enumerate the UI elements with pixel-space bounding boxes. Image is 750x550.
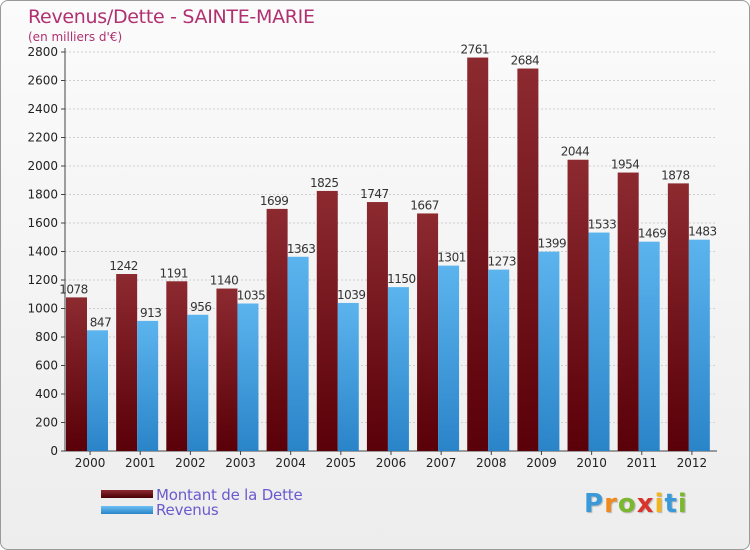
value-label-dette: 1140 [210, 274, 239, 288]
bar-revenus [588, 232, 610, 451]
bar-dette [417, 213, 439, 451]
value-label-revenus: 1363 [287, 242, 316, 256]
bar-revenus [387, 287, 409, 451]
value-label-dette: 2684 [511, 54, 540, 68]
bar-dette [166, 281, 188, 451]
value-label-revenus: 1301 [437, 251, 466, 265]
bar-dette [667, 183, 689, 451]
value-label-revenus: 1469 [638, 227, 667, 241]
x-tick-label: 2009 [526, 456, 557, 470]
y-tick-label: 2800 [27, 45, 58, 59]
bar-dette [517, 68, 539, 451]
y-tick-label: 1800 [27, 188, 58, 202]
value-label-dette: 1191 [160, 266, 189, 280]
proxiti-logo: Proxiti [584, 489, 688, 519]
bar-revenus [337, 302, 359, 451]
y-tick-label: 1600 [27, 216, 58, 230]
value-label-revenus: 1150 [387, 272, 416, 286]
value-label-dette: 1825 [310, 176, 339, 190]
logo-letter: o [617, 489, 637, 519]
bar-revenus [187, 314, 209, 451]
bar-dette [366, 202, 388, 451]
y-tick-label: 400 [35, 387, 58, 401]
value-label-revenus: 956 [190, 300, 211, 314]
bar-revenus [538, 251, 560, 451]
bar-dette [216, 288, 238, 451]
value-label-revenus: 1533 [588, 218, 617, 232]
x-tick-label: 2011 [626, 456, 657, 470]
bar-dette [467, 57, 489, 452]
chart-title: Revenus/Dette - SAINTE-MARIE [28, 6, 315, 28]
logo-letter: x [636, 489, 655, 519]
y-tick-label: 600 [35, 359, 58, 373]
bar-dette [66, 297, 87, 451]
x-tick-label: 2001 [125, 456, 156, 470]
x-tick-label: 2004 [275, 456, 306, 470]
x-tick-label: 2007 [426, 456, 457, 470]
value-label-dette: 1667 [410, 198, 439, 212]
logo-letter: P [584, 489, 605, 519]
value-label-dette: 1078 [59, 282, 88, 296]
bar-dette [316, 190, 338, 451]
value-label-dette: 1699 [260, 194, 289, 208]
value-label-revenus: 1039 [337, 288, 366, 302]
bar-revenus [638, 241, 660, 451]
bar-dette [116, 274, 138, 451]
x-tick-label: 2006 [376, 456, 407, 470]
value-label-dette: 1747 [360, 187, 389, 201]
chart-subtitle: (en milliers d'€) [28, 30, 123, 44]
bar-revenus [438, 265, 460, 451]
value-label-revenus: 1273 [487, 255, 516, 269]
bar-revenus [688, 239, 710, 451]
y-tick-label: 200 [35, 416, 58, 430]
value-label-revenus: 847 [90, 315, 111, 329]
x-tick-label: 2005 [326, 456, 357, 470]
value-label-revenus: 1399 [538, 237, 567, 251]
bar-dette [567, 159, 589, 452]
x-tick-label: 2000 [75, 456, 106, 470]
value-label-revenus: 1035 [237, 289, 266, 303]
legend-label-revenus: Revenus [156, 501, 219, 519]
y-tick-label: 800 [35, 330, 58, 344]
bar-revenus [287, 256, 309, 451]
y-tick-label: 2000 [27, 159, 58, 173]
x-tick-label: 2010 [576, 456, 607, 470]
value-label-dette: 1242 [109, 259, 138, 273]
logo-letter: i [677, 489, 688, 519]
y-tick-label: 0 [50, 444, 58, 458]
logo-letter: t [664, 489, 678, 519]
x-tick-label: 2002 [175, 456, 206, 470]
y-tick-label: 1400 [27, 245, 58, 259]
y-tick-label: 2400 [27, 102, 58, 116]
bars [66, 57, 710, 452]
value-label-dette: 1878 [661, 168, 690, 182]
value-label-dette: 2761 [460, 43, 489, 57]
bar-revenus [237, 303, 259, 451]
y-tick-label: 2200 [27, 131, 58, 145]
bar-dette [617, 172, 639, 451]
value-label-dette: 1954 [611, 158, 640, 172]
y-tick-label: 2600 [27, 74, 58, 88]
value-label-revenus: 913 [140, 306, 161, 320]
logo-letter: i [654, 489, 665, 519]
axes: 0 200 400 600 800 1000 1200 1400 1600 1800 2000 220… [27, 45, 717, 470]
bar-revenus [488, 269, 510, 451]
logo-letter: r [604, 489, 618, 519]
y-tick-label: 1000 [27, 302, 58, 316]
bar-revenus [87, 330, 108, 451]
x-tick-label: 2003 [225, 456, 256, 470]
value-label-dette: 2044 [561, 145, 590, 159]
legend-swatch-debt [101, 490, 153, 498]
legend-swatch-revenus [101, 506, 153, 514]
x-tick-label: 2012 [677, 456, 708, 470]
bar-revenus [137, 320, 159, 451]
y-tick-label: 1200 [27, 273, 58, 287]
legend-label-debt: Montant de la Dette [156, 486, 303, 504]
x-tick-label: 2008 [476, 456, 507, 470]
value-label-revenus: 1483 [688, 225, 717, 239]
bar-dette [266, 208, 288, 451]
